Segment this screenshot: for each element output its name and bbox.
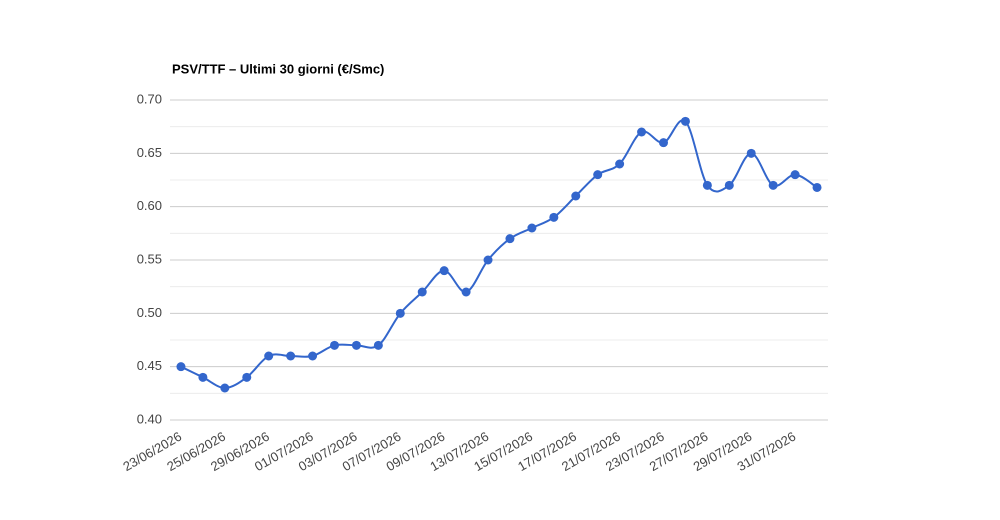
point — [505, 234, 515, 244]
point — [286, 351, 296, 361]
y-tick-label: 0.55 — [137, 251, 162, 266]
point — [593, 170, 603, 180]
point — [439, 266, 449, 276]
point — [198, 372, 208, 382]
point — [615, 159, 625, 169]
point — [461, 287, 471, 297]
point — [637, 127, 647, 137]
point — [746, 148, 756, 158]
point — [395, 308, 405, 318]
point — [373, 340, 383, 350]
y-tick-label: 0.50 — [137, 305, 162, 320]
point — [812, 182, 822, 192]
point — [549, 212, 559, 222]
point — [768, 180, 778, 190]
point — [659, 138, 668, 148]
y-tick-label: 0.60 — [137, 198, 162, 213]
y-tick-label: 0.65 — [137, 145, 162, 160]
point — [724, 180, 734, 190]
point — [242, 372, 252, 382]
point — [790, 170, 800, 180]
point — [176, 362, 186, 372]
point — [527, 223, 537, 233]
y-tick-label: 0.40 — [137, 411, 162, 426]
point — [571, 191, 581, 201]
point — [308, 351, 318, 361]
point — [220, 383, 230, 393]
line — [180, 119, 818, 390]
point — [351, 340, 361, 350]
point — [483, 255, 493, 265]
point — [330, 340, 339, 350]
point — [417, 287, 427, 297]
point — [702, 180, 712, 190]
y-tick-label: 0.70 — [137, 91, 162, 106]
chart-title: PSV/TTF – Ultimi 30 giorni (€/Smc) — [172, 61, 384, 76]
point — [680, 116, 690, 126]
point — [264, 351, 274, 361]
y-tick-label: 0.45 — [137, 358, 162, 373]
